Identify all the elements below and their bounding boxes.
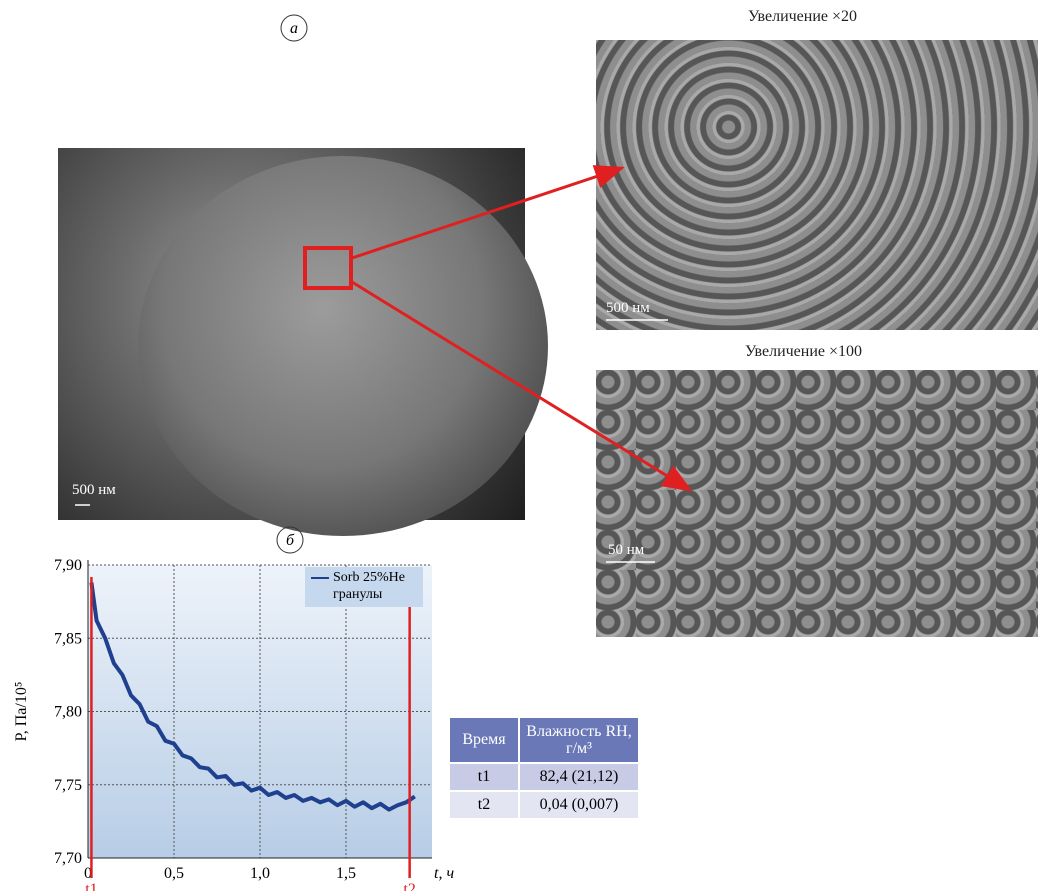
x-tick-label: 0 <box>84 865 92 882</box>
y-tick-label: 7,70 <box>54 850 82 867</box>
y-tick-label: 7,75 <box>54 777 82 794</box>
data-line <box>89 582 416 812</box>
panel-label: б <box>286 532 295 549</box>
table-row: t1 82,4 (21,12) <box>448 762 640 792</box>
x-tick-label: 1,5 <box>336 865 356 882</box>
arrow <box>351 280 693 492</box>
y-tick-label: 7,85 <box>54 630 82 647</box>
caption: Увеличение ×100 <box>745 343 863 360</box>
panel-label: а <box>290 20 298 37</box>
granule <box>138 156 548 536</box>
table-row: t2 0,04 (0,007) <box>448 790 640 820</box>
legend-label: Sorb 25%Не гранулы <box>333 570 405 602</box>
arrow <box>351 165 625 260</box>
time-marker-label: t2 <box>403 881 415 891</box>
legend: Sorb 25%Не гранулы <box>305 567 423 607</box>
cell: 0,04 (0,007) <box>518 790 640 820</box>
panel-circle <box>276 526 304 554</box>
x-tick-label: 0,5 <box>164 865 184 882</box>
caption: Увеличение ×20 <box>748 8 858 25</box>
header-cell: Время <box>448 716 520 764</box>
sem-image <box>58 148 548 536</box>
header-cell: Влажность RH, г/м³ <box>518 716 640 764</box>
panel-circle <box>280 14 308 42</box>
cell: 82,4 (21,12) <box>518 762 640 792</box>
scale-label: 500 нм <box>72 482 116 498</box>
sem-image <box>596 370 1038 637</box>
x-axis-label: t, ч <box>434 865 454 882</box>
y-tick-label: 7,90 <box>54 557 82 574</box>
scale-label: 50 нм <box>608 542 645 558</box>
chart: 7,70 7,75 7,80 7,85 7,90 0 0,5 1,0 1,5 t, ч P, Па/… <box>13 557 454 891</box>
y-axis-label: P, Па/10⁵ <box>13 682 30 742</box>
time-marker-label: t1 <box>85 881 97 891</box>
scale-label: 500 нм <box>606 300 650 316</box>
cell: t2 <box>448 790 520 820</box>
table-header: Время Влажность RH, г/м³ <box>448 716 640 764</box>
table: Время Влажность RH, г/м³ t1 82,4 (21,12)… <box>448 716 640 820</box>
cell: t1 <box>448 762 520 792</box>
x-tick-label: 1,0 <box>250 865 270 882</box>
y-tick-label: 7,80 <box>54 704 82 721</box>
zoom-box <box>303 246 353 290</box>
sem-image <box>596 40 1038 330</box>
legend-swatch <box>311 577 329 579</box>
